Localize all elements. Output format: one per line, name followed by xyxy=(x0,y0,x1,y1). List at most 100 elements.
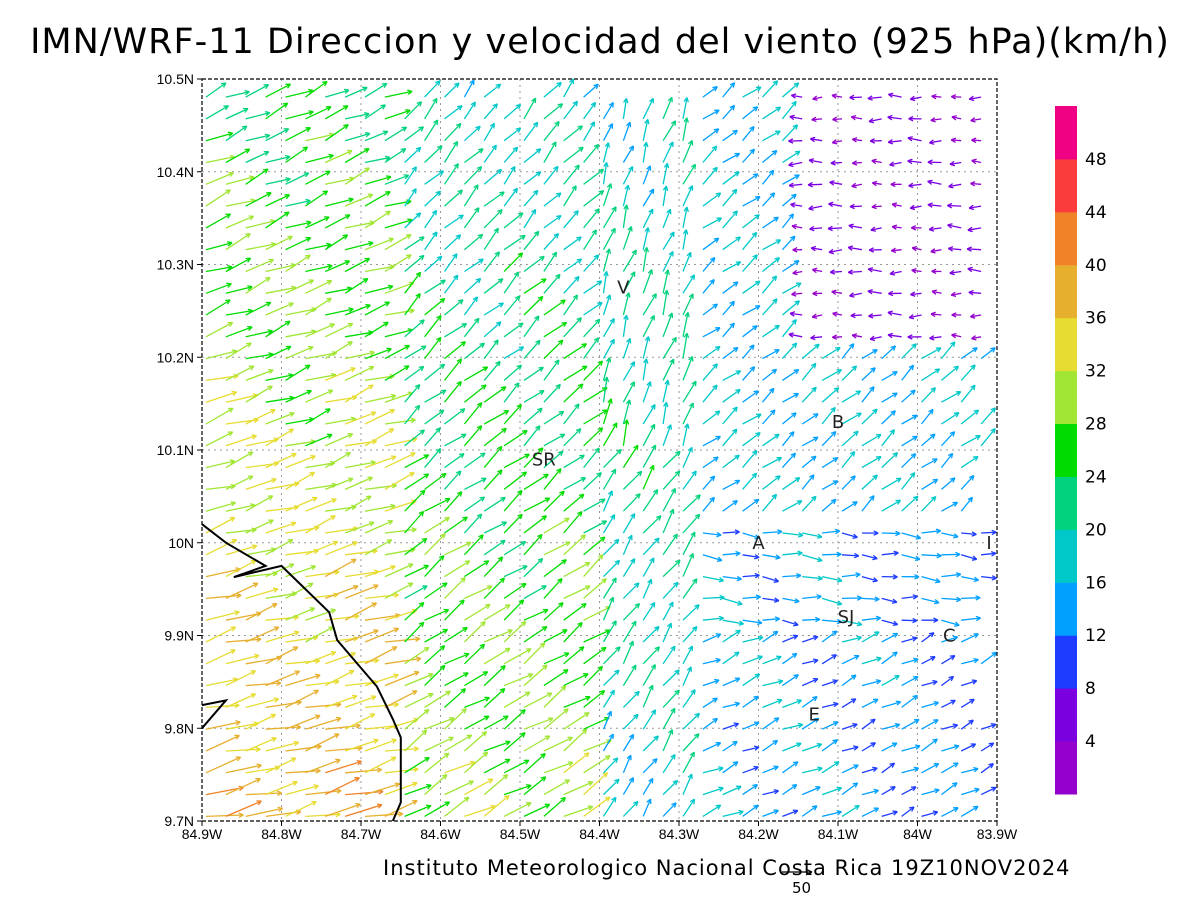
wind-vector xyxy=(967,248,982,251)
wind-vector-head xyxy=(564,779,571,785)
wind-vector xyxy=(364,265,395,273)
wind-vector xyxy=(832,336,843,338)
wind-vector xyxy=(702,435,721,447)
wind-vector-head xyxy=(477,233,484,240)
wind-vector xyxy=(305,571,340,578)
wind-vector-head xyxy=(832,701,839,708)
wind-vector xyxy=(822,530,840,534)
wind-vector xyxy=(941,636,958,643)
wind-vector-head xyxy=(426,784,432,790)
lat-tick-label: 9.9N xyxy=(164,628,194,644)
wind-vector-head xyxy=(970,313,976,319)
wind-vector xyxy=(245,588,279,600)
wind-vector-head xyxy=(734,677,741,683)
wind-vector xyxy=(324,541,358,556)
wind-vector-head xyxy=(435,190,442,197)
wind-vector-head xyxy=(836,369,842,375)
wind-vector-head xyxy=(415,146,422,153)
wind-vector-head xyxy=(255,746,261,753)
wind-vector-head xyxy=(797,550,803,556)
wind-vector-head xyxy=(576,258,583,264)
wind-vector-head xyxy=(564,517,570,523)
wind-vector-head xyxy=(828,201,834,208)
wind-vector-head xyxy=(909,95,916,102)
wind-vector xyxy=(205,568,241,578)
wind-vector-head xyxy=(694,712,701,719)
wind-vector-head xyxy=(872,577,878,583)
wind-vector xyxy=(970,314,982,318)
wind-vector xyxy=(265,616,299,621)
wind-vector-head xyxy=(563,652,570,658)
wind-vector-head xyxy=(968,204,975,211)
wind-vector-head xyxy=(376,767,383,773)
wind-vector xyxy=(384,254,412,273)
wind-vector-head xyxy=(266,192,272,198)
wind-vector-head xyxy=(483,560,490,566)
wind-vector xyxy=(682,751,695,774)
wind-vector xyxy=(861,680,881,687)
wind-vector-head xyxy=(927,179,933,185)
wind-vector-head xyxy=(777,679,784,685)
wind-vector-head xyxy=(650,709,657,715)
wind-vector-head xyxy=(544,497,551,503)
wind-vector xyxy=(384,126,407,142)
wind-vector xyxy=(364,176,392,185)
wind-vector xyxy=(722,129,738,142)
wind-vector-head xyxy=(670,487,676,494)
wind-vector-head xyxy=(449,716,455,723)
wind-vector xyxy=(881,597,898,603)
wind-vector xyxy=(285,346,314,360)
wind-vector-head xyxy=(753,745,760,751)
wind-vector xyxy=(821,811,842,818)
wind-vector-head xyxy=(520,620,527,627)
wind-vector xyxy=(404,756,430,774)
wind-vector-head xyxy=(347,341,353,347)
wind-vector xyxy=(830,161,843,164)
wind-vector xyxy=(881,499,901,512)
wind-vector-head xyxy=(551,251,558,258)
wind-vector-head xyxy=(808,205,814,211)
wind-vector xyxy=(801,717,820,730)
wind-vector xyxy=(205,189,231,207)
wind-vector-head xyxy=(365,304,371,310)
wind-vector-head xyxy=(970,180,976,187)
wind-vector-head xyxy=(912,675,919,682)
wind-vector-head xyxy=(775,239,782,245)
reference-vector xyxy=(782,868,813,876)
wind-vector xyxy=(841,501,858,512)
wind-vector-head xyxy=(817,766,823,772)
wind-vector-head xyxy=(532,121,539,128)
wind-vector xyxy=(762,257,780,273)
wind-vector xyxy=(808,159,823,164)
wind-vector-head xyxy=(311,800,317,806)
wind-vector xyxy=(404,212,421,229)
wind-vector xyxy=(404,319,425,338)
wind-vector xyxy=(968,205,982,209)
wind-vector-head xyxy=(250,693,257,699)
wind-vector-head xyxy=(309,607,316,613)
wind-vector xyxy=(622,444,639,468)
wind-vector-head xyxy=(709,279,715,285)
wind-vector xyxy=(762,618,780,621)
wind-vector xyxy=(483,169,502,185)
wind-vector xyxy=(344,278,369,294)
wind-vector-head xyxy=(736,785,742,791)
wind-vector-head xyxy=(735,370,742,376)
wind-vector xyxy=(941,675,954,687)
wind-vector-head xyxy=(951,115,957,121)
wind-vector-head xyxy=(225,299,231,305)
wind-vector-head xyxy=(734,152,741,158)
colorbar-label: 36 xyxy=(1085,309,1107,329)
wind-vector xyxy=(960,409,979,425)
wind-vector-head xyxy=(540,752,546,759)
wind-vector xyxy=(722,597,743,605)
map-title: IMN/WRF-11 Direccion y velocidad del vie… xyxy=(30,22,1170,62)
wind-vector xyxy=(444,323,467,338)
wind-vector-head xyxy=(283,128,290,134)
wind-vector-head xyxy=(914,555,921,562)
wind-vector-head xyxy=(407,582,414,588)
wind-vector-head xyxy=(387,519,394,526)
wind-vector xyxy=(927,180,942,185)
wind-vector-head xyxy=(407,89,413,96)
wind-vector xyxy=(543,121,560,142)
